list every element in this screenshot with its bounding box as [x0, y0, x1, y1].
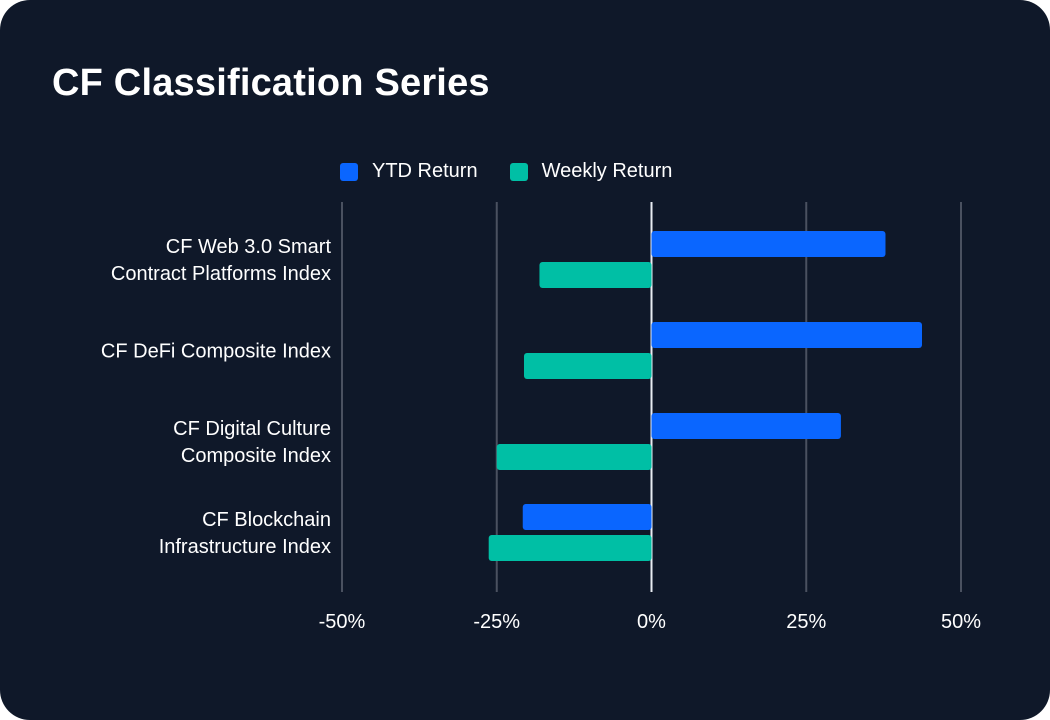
- bar-ytd-1: [651, 322, 923, 348]
- category-label: CF Web 3.0 Smart: [166, 236, 332, 258]
- category-label: Composite Index: [181, 445, 331, 467]
- legend-swatch-ytd: [340, 162, 358, 181]
- category-label: CF Digital Culture: [173, 418, 331, 440]
- legend-item-ytd[interactable]: YTD Return: [340, 160, 478, 183]
- category-label: CF Blockchain: [202, 509, 331, 531]
- x-tick-label: 0%: [637, 611, 666, 633]
- legend-label-weekly: Weekly Return: [541, 160, 673, 182]
- category-label: CF DeFi Composite Index: [101, 341, 331, 363]
- bar-ytd-2: [651, 413, 841, 439]
- x-tick-label: -25%: [473, 611, 520, 633]
- chart-title: CF Classification Series: [52, 62, 490, 104]
- x-tick-label: -50%: [319, 611, 366, 633]
- category-label: Infrastructure Index: [159, 536, 331, 558]
- bar-weekly-1: [523, 353, 652, 379]
- legend-label-ytd: YTD Return: [372, 160, 478, 182]
- legend-item-weekly[interactable]: Weekly Return: [509, 160, 673, 183]
- bar-ytd-0: [651, 231, 886, 257]
- x-tick-label: 25%: [786, 611, 826, 633]
- bar-ytd-3: [522, 504, 652, 530]
- bar-weekly-0: [539, 262, 652, 288]
- legend-swatch-weekly: [509, 162, 528, 181]
- bar-weekly-3: [488, 535, 652, 561]
- x-tick-label: 50%: [941, 611, 981, 633]
- category-label: Contract Platforms Index: [111, 263, 331, 285]
- bar-weekly-2: [496, 444, 652, 470]
- legend: YTD Return Weekly Return: [340, 160, 704, 183]
